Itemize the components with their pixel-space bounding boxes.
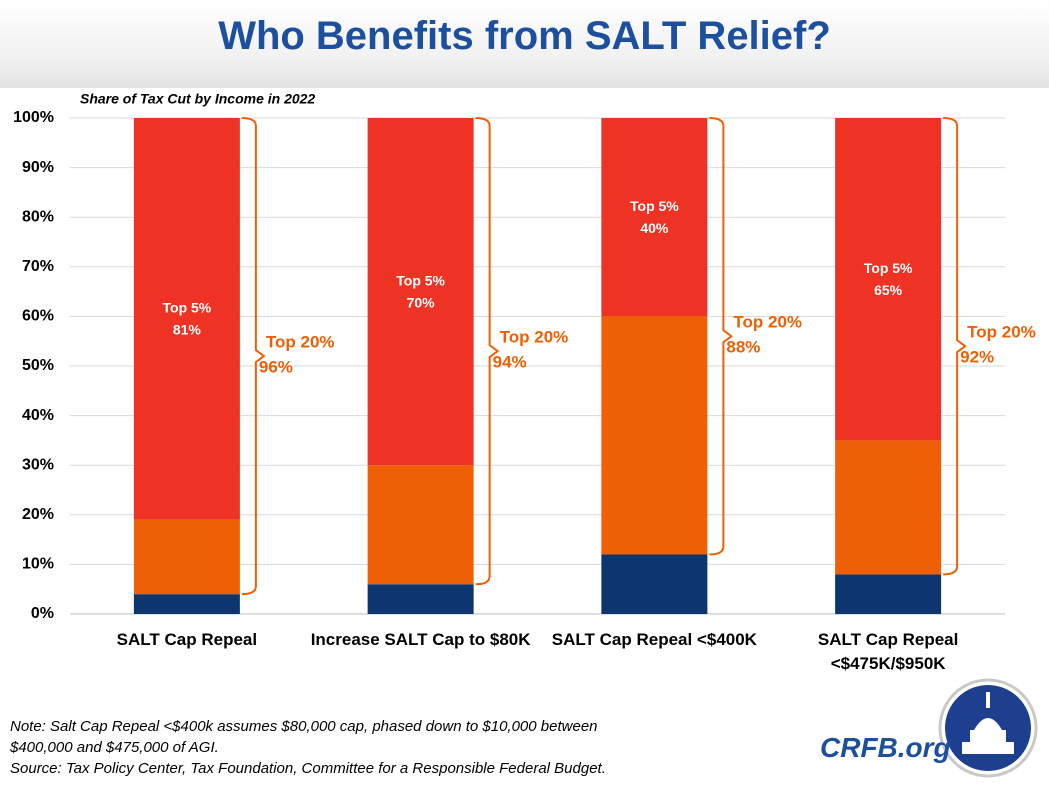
chart-title: Who Benefits from SALT Relief? — [218, 14, 831, 58]
bracket-value: 88% — [726, 338, 760, 357]
bar-segment — [133, 594, 240, 614]
x-tick-label: SALT Cap Repeal <$475K/$950K — [817, 630, 959, 673]
value-label: 81% — [173, 322, 202, 338]
y-tick-label: 50% — [22, 357, 54, 374]
x-tick-label: SALT Cap Repeal — [116, 630, 258, 649]
x-tick-label: SALT Cap Repeal <$400K — [551, 630, 757, 649]
value-label: 70% — [407, 294, 436, 310]
bracket — [475, 117, 500, 586]
bracket-label: Top 20% — [500, 328, 569, 347]
bar-segment — [367, 465, 474, 585]
brand: CRFB.org — [820, 732, 951, 763]
header-band — [0, 0, 1049, 88]
bar-segment — [601, 316, 708, 555]
y-tick-label: 40% — [22, 407, 54, 424]
y-tick-label: 20% — [22, 506, 54, 523]
segment-name: Top 5% — [864, 260, 913, 276]
bar-segment — [601, 118, 708, 317]
bar-segment — [601, 554, 708, 614]
bracket — [943, 117, 967, 576]
note-line: Note: Salt Cap Repeal <$400k assumes $80… — [10, 718, 598, 735]
y-tick-label: 80% — [22, 208, 54, 225]
bar-segment — [367, 118, 474, 466]
value-label: 65% — [874, 282, 903, 298]
bar-segment — [835, 118, 942, 441]
bar-segment — [133, 519, 240, 595]
y-tick-label: 70% — [22, 258, 54, 275]
bracket-label: Top 20% — [733, 313, 802, 332]
bar-segment — [835, 574, 942, 614]
note-line: $400,000 and $475,000 of AGI. — [10, 739, 219, 756]
bracket — [709, 117, 734, 556]
y-tick-label: 90% — [22, 159, 54, 176]
segment-name: Top 5% — [163, 300, 212, 316]
chart-subtitle: Share of Tax Cut by Income in 2022 — [80, 91, 315, 107]
value-label: 40% — [640, 220, 669, 236]
bar-segment — [835, 440, 942, 575]
segment-name: Top 5% — [396, 272, 445, 288]
bar-segment — [133, 118, 240, 520]
bracket-value: 92% — [960, 348, 994, 367]
segment-name: Top 5% — [630, 198, 679, 214]
bracket-label: Top 20% — [266, 333, 335, 352]
bracket-label: Top 20% — [967, 323, 1036, 342]
y-tick-label: 100% — [13, 109, 54, 126]
bracket-value: 96% — [259, 358, 293, 377]
logo — [938, 678, 1038, 778]
bracket — [241, 117, 266, 596]
y-tick-label: 10% — [22, 556, 54, 573]
note-line: Source: Tax Policy Center, Tax Foundatio… — [10, 760, 606, 777]
y-tick-label: 30% — [22, 456, 54, 473]
y-tick-label: 0% — [31, 605, 54, 622]
notes: Note: Salt Cap Repeal <$400k assumes $80… — [10, 716, 606, 779]
bracket-value: 94% — [493, 353, 527, 372]
x-tick-label: Increase SALT Cap to $80K — [310, 630, 531, 649]
bar-segment — [367, 584, 474, 614]
y-tick-label: 60% — [22, 308, 54, 325]
